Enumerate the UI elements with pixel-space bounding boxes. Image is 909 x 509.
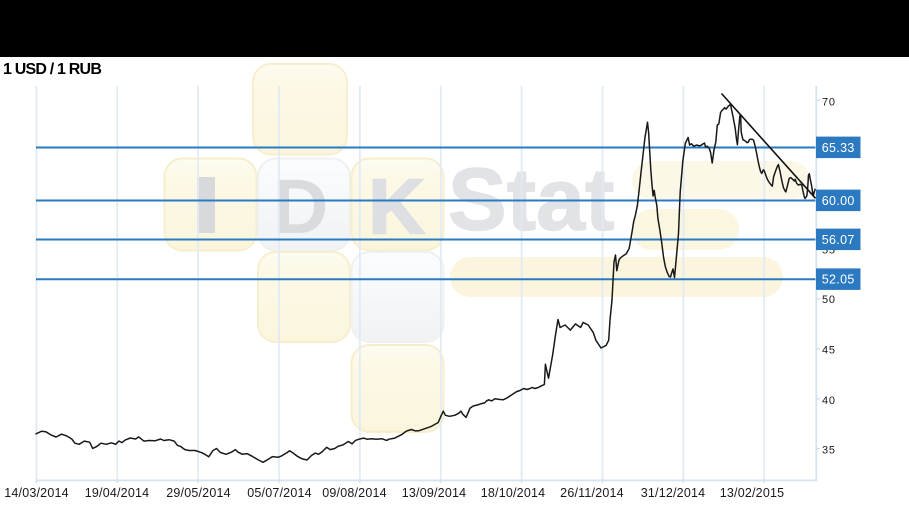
svg-text:52.05: 52.05: [822, 273, 855, 287]
svg-text:65.33: 65.33: [822, 141, 855, 155]
svg-text:26/11/2014: 26/11/2014: [560, 486, 624, 500]
svg-text:35: 35: [822, 445, 836, 457]
svg-text:05/07/2014: 05/07/2014: [247, 486, 312, 500]
svg-text:70: 70: [822, 96, 836, 108]
svg-text:14/03/2014: 14/03/2014: [4, 486, 69, 500]
svg-text:18/10/2014: 18/10/2014: [481, 486, 546, 500]
svg-text:Stat: Stat: [448, 150, 614, 249]
svg-text:31/12/2014: 31/12/2014: [641, 486, 706, 500]
svg-text:1 USD / 1 RUB: 1 USD / 1 RUB: [3, 61, 101, 78]
svg-text:50: 50: [822, 294, 836, 306]
svg-text:29/05/2014: 29/05/2014: [166, 486, 231, 500]
svg-text:56.07: 56.07: [822, 233, 855, 247]
svg-text:60.00: 60.00: [822, 194, 855, 208]
svg-text:13/02/2015: 13/02/2015: [720, 486, 785, 500]
svg-text:D: D: [273, 164, 329, 250]
svg-text:40: 40: [822, 395, 836, 407]
svg-text:K: K: [369, 164, 425, 250]
svg-text:45: 45: [822, 344, 836, 356]
svg-text:13/09/2014: 13/09/2014: [402, 486, 467, 500]
svg-text:19/04/2014: 19/04/2014: [85, 486, 150, 500]
svg-text:09/08/2014: 09/08/2014: [322, 486, 387, 500]
